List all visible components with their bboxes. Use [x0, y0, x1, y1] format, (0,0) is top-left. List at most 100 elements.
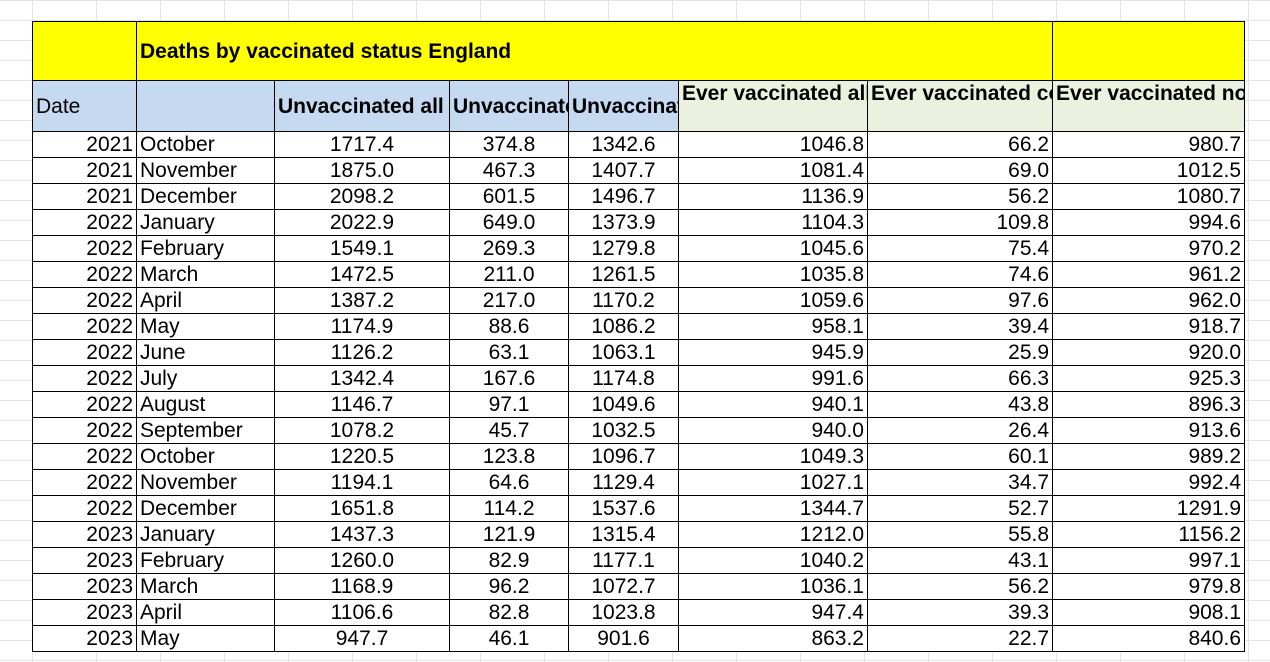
- cell-unvaccinated-non-covid[interactable]: 1129.4: [568, 469, 679, 496]
- header-ever-vaccinated-all-cause[interactable]: Ever vaccinated all cause: [678, 80, 868, 132]
- cell-unvaccinated-all-cause[interactable]: 1342.4: [274, 365, 450, 392]
- cell-ever-vaccinated-all-cause[interactable]: 1045.6: [678, 235, 868, 262]
- cell-unvaccinated-non-covid[interactable]: 1261.5: [568, 261, 679, 288]
- cell-ever-vaccinated-covid[interactable]: 69.0: [866, 157, 1054, 184]
- cell-ever-vaccinated-all-cause[interactable]: 1040.2: [678, 547, 868, 574]
- cell-month[interactable]: December: [136, 183, 275, 210]
- cell-ever-vaccinated-covid[interactable]: 66.2: [866, 131, 1054, 158]
- cell-unvaccinated-all-cause[interactable]: 1078.2: [274, 417, 450, 444]
- cell-ever-vaccinated-all-cause[interactable]: 1344.7: [678, 495, 868, 522]
- cell-month[interactable]: January: [136, 521, 275, 548]
- cell-unvaccinated-all-cause[interactable]: 1220.5: [274, 443, 450, 470]
- cell-ever-vaccinated-covid[interactable]: 97.6: [866, 287, 1054, 314]
- cell-unvaccinated-non-covid[interactable]: 1049.6: [568, 391, 679, 418]
- cell-unvaccinated-non-covid[interactable]: 1537.6: [568, 495, 679, 522]
- cell-unvaccinated-non-covid[interactable]: 1407.7: [568, 157, 679, 184]
- cell-ever-vaccinated-non-covid[interactable]: 1080.7: [1052, 183, 1246, 210]
- cell-month[interactable]: August: [136, 391, 275, 418]
- cell-ever-vaccinated-all-cause[interactable]: 945.9: [678, 339, 868, 366]
- header-month-empty[interactable]: [136, 80, 275, 132]
- cell-ever-vaccinated-non-covid[interactable]: 997.1: [1052, 547, 1246, 574]
- cell-unvaccinated-covid[interactable]: 114.2: [449, 495, 569, 522]
- cell-month[interactable]: December: [136, 495, 275, 522]
- cell-month[interactable]: April: [136, 599, 275, 626]
- cell-ever-vaccinated-covid[interactable]: 22.7: [866, 625, 1054, 652]
- cell-ever-vaccinated-covid[interactable]: 55.8: [866, 521, 1054, 548]
- cell-unvaccinated-all-cause[interactable]: 1126.2: [274, 339, 450, 366]
- header-unvaccinated-covid[interactable]: Unvaccinated covid: [449, 80, 569, 132]
- cell-unvaccinated-covid[interactable]: 269.3: [449, 235, 569, 262]
- cell-ever-vaccinated-all-cause[interactable]: 1059.6: [678, 287, 868, 314]
- cell-ever-vaccinated-covid[interactable]: 52.7: [866, 495, 1054, 522]
- cell-unvaccinated-non-covid[interactable]: 1373.9: [568, 209, 679, 236]
- cell-ever-vaccinated-non-covid[interactable]: 1156.2: [1052, 521, 1246, 548]
- cell-unvaccinated-covid[interactable]: 467.3: [449, 157, 569, 184]
- cell-ever-vaccinated-all-cause[interactable]: 940.0: [678, 417, 868, 444]
- cell-ever-vaccinated-covid[interactable]: 25.9: [866, 339, 1054, 366]
- cell-unvaccinated-covid[interactable]: 82.8: [449, 599, 569, 626]
- cell-unvaccinated-all-cause[interactable]: 1717.4: [274, 131, 450, 158]
- cell-year[interactable]: 2021: [32, 157, 137, 184]
- cell-ever-vaccinated-non-covid[interactable]: 913.6: [1052, 417, 1246, 444]
- cell-year[interactable]: 2023: [32, 547, 137, 574]
- cell-unvaccinated-all-cause[interactable]: 1472.5: [274, 261, 450, 288]
- cell-ever-vaccinated-non-covid[interactable]: 920.0: [1052, 339, 1246, 366]
- cell-unvaccinated-all-cause[interactable]: 1146.7: [274, 391, 450, 418]
- cell-month[interactable]: May: [136, 625, 275, 652]
- cell-ever-vaccinated-non-covid[interactable]: 979.8: [1052, 573, 1246, 600]
- cell-year[interactable]: 2022: [32, 495, 137, 522]
- cell-unvaccinated-all-cause[interactable]: 2098.2: [274, 183, 450, 210]
- header-ever-vaccinated-covid[interactable]: Ever vaccinated covid: [866, 80, 1054, 132]
- cell-ever-vaccinated-covid[interactable]: 60.1: [866, 443, 1054, 470]
- cell-unvaccinated-all-cause[interactable]: 1168.9: [274, 573, 450, 600]
- cell-month[interactable]: January: [136, 209, 275, 236]
- cell-ever-vaccinated-non-covid[interactable]: 962.0: [1052, 287, 1246, 314]
- cell-unvaccinated-non-covid[interactable]: 1177.1: [568, 547, 679, 574]
- cell-year[interactable]: 2022: [32, 235, 137, 262]
- page-title[interactable]: Deaths by vaccinated status England: [135, 21, 1054, 81]
- cell-unvaccinated-covid[interactable]: 167.6: [449, 365, 569, 392]
- cell-ever-vaccinated-covid[interactable]: 74.6: [866, 261, 1054, 288]
- cell-ever-vaccinated-all-cause[interactable]: 1081.4: [678, 157, 868, 184]
- cell-unvaccinated-non-covid[interactable]: 1023.8: [568, 599, 679, 626]
- cell-ever-vaccinated-all-cause[interactable]: 1136.9: [678, 183, 868, 210]
- cell-year[interactable]: 2021: [32, 183, 137, 210]
- cell-unvaccinated-covid[interactable]: 97.1: [449, 391, 569, 418]
- cell-year[interactable]: 2022: [32, 443, 137, 470]
- cell-ever-vaccinated-non-covid[interactable]: 896.3: [1052, 391, 1246, 418]
- cell-year[interactable]: 2022: [32, 417, 137, 444]
- cell-ever-vaccinated-non-covid[interactable]: 980.7: [1052, 131, 1246, 158]
- cell-ever-vaccinated-all-cause[interactable]: 1035.8: [678, 261, 868, 288]
- cell-unvaccinated-covid[interactable]: 217.0: [449, 287, 569, 314]
- cell-year[interactable]: 2021: [32, 131, 137, 158]
- cell-unvaccinated-covid[interactable]: 88.6: [449, 313, 569, 340]
- cell-unvaccinated-all-cause[interactable]: 1106.6: [274, 599, 450, 626]
- cell-unvaccinated-all-cause[interactable]: 1174.9: [274, 313, 450, 340]
- cell-ever-vaccinated-all-cause[interactable]: 1036.1: [678, 573, 868, 600]
- cell-unvaccinated-covid[interactable]: 374.8: [449, 131, 569, 158]
- cell-ever-vaccinated-covid[interactable]: 43.1: [866, 547, 1054, 574]
- cell-unvaccinated-covid[interactable]: 63.1: [449, 339, 569, 366]
- cell-ever-vaccinated-all-cause[interactable]: 947.4: [678, 599, 868, 626]
- cell-ever-vaccinated-covid[interactable]: 56.2: [866, 573, 1054, 600]
- cell-ever-vaccinated-all-cause[interactable]: 991.6: [678, 365, 868, 392]
- cell-unvaccinated-covid[interactable]: 45.7: [449, 417, 569, 444]
- cell-year[interactable]: 2022: [32, 313, 137, 340]
- cell-month[interactable]: November: [136, 469, 275, 496]
- cell-year[interactable]: 2023: [32, 599, 137, 626]
- cell-ever-vaccinated-covid[interactable]: 66.3: [866, 365, 1054, 392]
- cell-unvaccinated-all-cause[interactable]: 1437.3: [274, 521, 450, 548]
- cell-ever-vaccinated-all-cause[interactable]: 1027.1: [678, 469, 868, 496]
- cell-unvaccinated-covid[interactable]: 82.9: [449, 547, 569, 574]
- cell-month[interactable]: June: [136, 339, 275, 366]
- title-cell-right[interactable]: [1052, 21, 1246, 81]
- cell-month[interactable]: November: [136, 157, 275, 184]
- cell-unvaccinated-all-cause[interactable]: 1194.1: [274, 469, 450, 496]
- cell-unvaccinated-non-covid[interactable]: 1279.8: [568, 235, 679, 262]
- cell-unvaccinated-covid[interactable]: 649.0: [449, 209, 569, 236]
- cell-unvaccinated-non-covid[interactable]: 1032.5: [568, 417, 679, 444]
- cell-unvaccinated-non-covid[interactable]: 1170.2: [568, 287, 679, 314]
- cell-unvaccinated-non-covid[interactable]: 1072.7: [568, 573, 679, 600]
- cell-year[interactable]: 2022: [32, 209, 137, 236]
- cell-unvaccinated-covid[interactable]: 46.1: [449, 625, 569, 652]
